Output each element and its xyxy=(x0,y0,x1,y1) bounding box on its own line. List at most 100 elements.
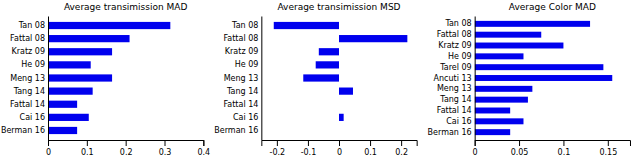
bar xyxy=(274,22,339,29)
tick-label: 0 xyxy=(473,148,478,157)
tick-label: Tarel 09 xyxy=(439,63,471,72)
tick: He 09 xyxy=(21,60,45,69)
bar xyxy=(475,21,590,27)
tick-label: Fattal 08 xyxy=(437,30,472,39)
tick-label: Ancuti 13 xyxy=(434,74,472,83)
tick-mark xyxy=(87,140,88,146)
tick-label: 0.1 xyxy=(364,148,377,157)
tick: Tang 14 xyxy=(13,87,45,96)
bar xyxy=(475,32,542,38)
panel: 0 0.1 0.2 0.3 0.4 Tan 08 Fattal 08 Kratz 09 He 0… xyxy=(1,2,210,157)
tick: Berman 16 xyxy=(428,128,472,137)
tick-label: He 09 xyxy=(235,60,259,69)
tick-label: Berman 16 xyxy=(1,126,45,135)
bar xyxy=(319,48,339,55)
tick: Fattal 14 xyxy=(437,106,472,115)
tick-label: 0.2 xyxy=(120,148,133,157)
bar xyxy=(316,61,339,68)
tick: Cai 16 xyxy=(446,117,471,126)
tick: Meng 13 xyxy=(10,74,45,83)
tick: Fattal 14 xyxy=(10,100,45,109)
tick: 0.4 xyxy=(197,140,210,157)
bar xyxy=(475,75,613,81)
bar xyxy=(48,22,170,29)
tick: Meng 13 xyxy=(224,74,259,83)
tick: Berman 16 xyxy=(1,126,45,135)
tick: Tang 14 xyxy=(226,87,258,96)
tick: 0.1 xyxy=(364,140,377,157)
tick: Tarel 09 xyxy=(439,63,471,72)
axis-line xyxy=(48,17,49,141)
bar xyxy=(339,88,353,95)
bar xyxy=(339,35,407,42)
bar xyxy=(475,118,524,124)
tick-label: He 09 xyxy=(448,52,472,61)
tick-label: Tan 08 xyxy=(18,21,45,30)
bar xyxy=(339,127,340,134)
tick-label: Fattal 08 xyxy=(223,34,258,43)
tick-label: Cai 16 xyxy=(20,113,45,122)
tick-mark xyxy=(203,140,204,146)
bar xyxy=(475,43,564,49)
tick: Fattal 08 xyxy=(223,34,258,43)
bar xyxy=(339,114,344,121)
tick-label: Fattal 14 xyxy=(10,100,45,109)
tick-label: He 09 xyxy=(21,60,45,69)
bars xyxy=(274,22,408,121)
tick: Tang 14 xyxy=(439,95,471,104)
tick: Fattal 08 xyxy=(437,30,472,39)
bar xyxy=(48,88,93,95)
tick: 0 xyxy=(46,140,51,157)
x-axis: -0.2-0.100.10.2 xyxy=(262,140,417,157)
tick-label: 0.05 xyxy=(511,148,529,157)
bar xyxy=(475,97,528,103)
tick-label: Berman 16 xyxy=(214,126,258,135)
tick-mark xyxy=(126,140,127,146)
tick-mark xyxy=(401,140,402,146)
tick: -0.2 xyxy=(270,140,286,157)
tick: Ancuti 13 xyxy=(434,74,472,83)
tick-label: Meng 13 xyxy=(10,74,45,83)
tick-mark xyxy=(339,140,340,146)
tick-label: 0 xyxy=(46,148,51,157)
tick-label: Kratz 09 xyxy=(438,41,472,50)
tick-label: 0.4 xyxy=(197,148,210,157)
tick: 0 xyxy=(337,140,342,157)
tick: Tan 08 xyxy=(444,19,471,28)
tick-label: 0 xyxy=(337,148,342,157)
tick: Kratz 09 xyxy=(12,47,46,56)
tick-label: Fattal 08 xyxy=(10,34,45,43)
tick-label: Kratz 09 xyxy=(12,47,46,56)
tick-label: Tang 14 xyxy=(13,87,45,96)
axis-line xyxy=(49,141,204,147)
tick-label: Cai 16 xyxy=(446,117,471,126)
bar xyxy=(475,86,533,92)
tick-label: Tan 08 xyxy=(444,19,471,28)
bars xyxy=(475,21,613,135)
bar xyxy=(48,74,112,81)
tick: 0.2 xyxy=(120,140,133,157)
tick-label: Berman 16 xyxy=(428,128,472,137)
tick: 0.15 xyxy=(599,140,617,157)
tick: Fattal 14 xyxy=(223,100,258,109)
tick-label: -0.1 xyxy=(301,148,317,157)
bars xyxy=(48,22,170,134)
tick-mark xyxy=(563,140,564,146)
tick: Kratz 09 xyxy=(225,47,259,56)
tick: Meng 13 xyxy=(437,84,472,93)
bar xyxy=(475,64,604,70)
y-axis: Tan 08Fattal 08Kratz 09He 09Meng 13Tang … xyxy=(214,17,262,141)
tick: 0.1 xyxy=(81,140,94,157)
bar xyxy=(48,127,77,134)
tick-label: 0.1 xyxy=(81,148,94,157)
tick: Tan 08 xyxy=(18,21,45,30)
tick: Cai 16 xyxy=(233,113,258,122)
tick-mark xyxy=(48,140,49,146)
tick-label: Meng 13 xyxy=(437,84,472,93)
tick: Fattal 08 xyxy=(10,34,45,43)
tick: -0.1 xyxy=(301,140,317,157)
panel: 00.050.10.15Tan 08Fattal 08Kratz 09He 09… xyxy=(428,2,631,157)
tick-mark xyxy=(165,140,166,146)
tick: 0.3 xyxy=(159,140,172,157)
tick-mark xyxy=(608,140,609,146)
